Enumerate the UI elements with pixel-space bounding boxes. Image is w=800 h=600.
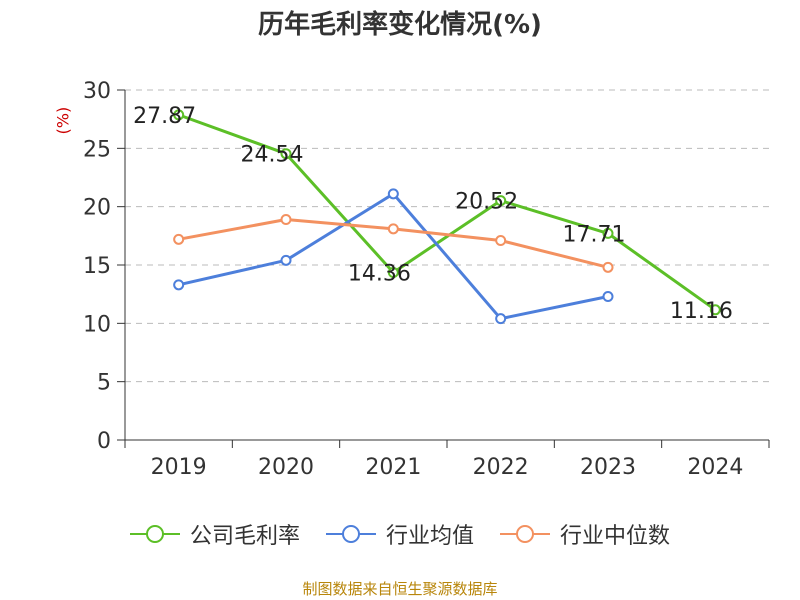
data-label: 24.54 (241, 143, 304, 168)
data-labels: 27.87 24.54 14.36 20.52 17.71 11.16 (133, 104, 733, 324)
data-point (387, 266, 399, 278)
x-tick-label: 2024 (687, 455, 743, 480)
data-label: 11.16 (670, 299, 733, 324)
x-tick-label: 2022 (473, 455, 529, 480)
legend-label: 行业中位数 (560, 524, 671, 549)
data-point (173, 233, 185, 245)
y-tick-label: 25 (83, 137, 111, 162)
legend-item-industry-average[interactable]: 行业均值 (325, 518, 474, 550)
data-point (173, 109, 185, 121)
y-tick-label: 15 (83, 254, 111, 279)
legend-item-industry-median[interactable]: 行业中位数 (500, 518, 670, 550)
data-point (602, 261, 614, 273)
series-lines (173, 109, 721, 325)
y-tick-label: 0 (97, 429, 111, 454)
data-label: 27.87 (133, 104, 196, 129)
data-point (173, 279, 185, 291)
x-tick-label: 2020 (258, 455, 314, 480)
y-tick-label: 5 (97, 371, 111, 396)
legend-swatch-green (129, 525, 180, 543)
legend-swatch-blue (325, 525, 376, 543)
source-note: 制图数据来自恒生聚源数据库 (302, 580, 498, 598)
data-label: 14.36 (348, 261, 411, 286)
legend-label: 行业均值 (385, 524, 474, 549)
data-point (709, 304, 721, 316)
data-point (387, 223, 399, 235)
data-point (280, 148, 292, 160)
data-point (387, 188, 399, 200)
data-label: 17.71 (563, 222, 626, 247)
legend-item-company-margin[interactable]: 公司毛利率 (129, 518, 300, 550)
axes: 0 5 10 15 20 25 30 2019 2020 2021 2022 2023 2024 (83, 79, 770, 480)
x-tick-label: 2021 (365, 455, 421, 480)
chart-title: 历年毛利率变化情况(%) (258, 10, 542, 40)
y-tick-label: 10 (83, 312, 111, 337)
gridlines (125, 89, 769, 383)
data-label: 20.52 (455, 190, 518, 215)
y-tick-label: 20 (83, 196, 111, 221)
y-tick-label: 30 (83, 79, 111, 104)
y-axis-unit-label: (%) (53, 106, 73, 135)
data-point (280, 214, 292, 225)
legend: 公司毛利率 行业均值 行业中位数 (0, 518, 800, 550)
data-point (280, 254, 292, 266)
data-point (495, 235, 507, 246)
data-point (602, 227, 614, 239)
series-line-0 (178, 113, 717, 312)
legend-label: 公司毛利率 (189, 524, 300, 549)
data-point (602, 291, 614, 302)
x-tick-label: 2023 (580, 455, 636, 480)
legend-swatch-orange (500, 525, 550, 543)
x-tick-label: 2019 (151, 455, 207, 480)
data-point (495, 313, 507, 325)
data-point (495, 195, 507, 207)
